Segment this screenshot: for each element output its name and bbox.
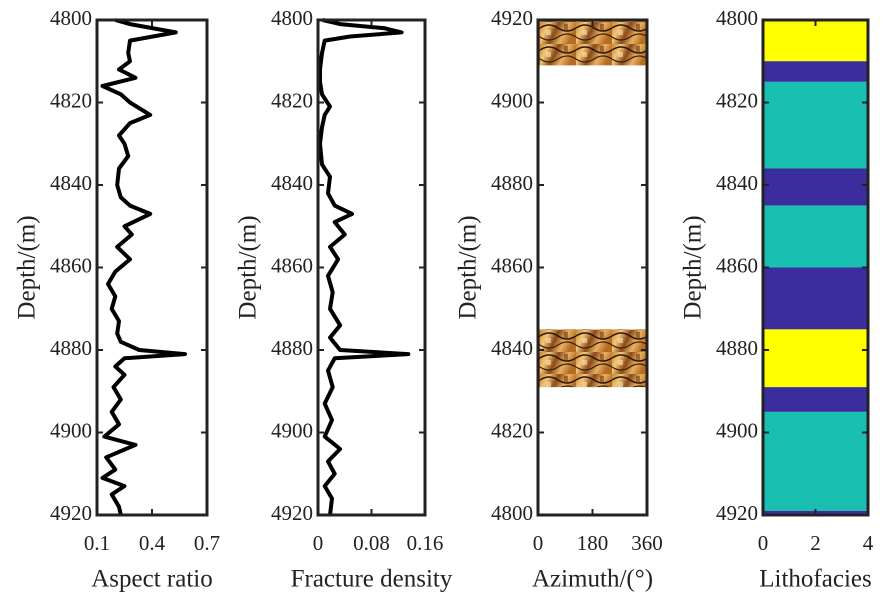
y-tick-label: 4860 bbox=[50, 253, 92, 277]
x-tick-label: 0 bbox=[313, 531, 324, 555]
axes-frame bbox=[538, 20, 647, 515]
y-axis-label: Depth/(m) bbox=[455, 215, 482, 319]
x-tick-label: 0 bbox=[533, 531, 544, 555]
facies-band bbox=[763, 329, 868, 387]
facies-band bbox=[763, 387, 868, 412]
x-tick-label: 4 bbox=[863, 531, 874, 555]
facies-band bbox=[763, 20, 868, 61]
y-tick-label: 4800 bbox=[50, 6, 92, 30]
y-tick-label: 4900 bbox=[271, 418, 313, 442]
y-tick-label: 4900 bbox=[716, 418, 758, 442]
y-tick-label: 4820 bbox=[716, 88, 758, 112]
y-axis-label: Depth/(m) bbox=[680, 215, 707, 319]
y-tick-label: 4880 bbox=[50, 336, 92, 360]
facies-band bbox=[763, 412, 868, 511]
y-tick-label: 4860 bbox=[716, 253, 758, 277]
y-tick-label: 4880 bbox=[271, 336, 313, 360]
x-tick-label: 0.7 bbox=[194, 531, 220, 555]
y-tick-label: 4860 bbox=[491, 253, 533, 277]
y-tick-label: 4920 bbox=[491, 6, 533, 30]
y-tick-label: 4880 bbox=[716, 336, 758, 360]
image-band bbox=[538, 20, 647, 65]
y-axis-label: Depth/(m) bbox=[235, 215, 262, 319]
facies-band bbox=[763, 206, 868, 268]
panel: 4800 4820 4840 4860 4880 4900 4920 0.1 0.4 0.7 Asp… bbox=[14, 6, 220, 593]
y-tick-label: 4900 bbox=[50, 418, 92, 442]
y-tick-label: 4820 bbox=[271, 88, 313, 112]
y-tick-label: 4860 bbox=[271, 253, 313, 277]
y-tick-label: 4920 bbox=[716, 501, 758, 525]
log-curve bbox=[103, 20, 186, 515]
x-tick-label: 2 bbox=[810, 531, 821, 555]
x-tick-label: 0.1 bbox=[84, 531, 110, 555]
y-tick-label: 4820 bbox=[50, 88, 92, 112]
panel: 4800 4820 4840 4860 4880 4900 4920 0 180 360 Azimu… bbox=[455, 6, 663, 593]
figure: 4800 4820 4840 4860 4880 4900 4920 0.1 0.4 0.7 Asp… bbox=[0, 0, 883, 597]
y-tick-label: 4840 bbox=[271, 171, 313, 195]
y-tick-label: 4840 bbox=[50, 171, 92, 195]
facies-band bbox=[763, 61, 868, 82]
image-band bbox=[538, 329, 647, 387]
x-axis-label: Fracture density bbox=[291, 566, 453, 593]
x-axis-label: Azimuth/(°) bbox=[532, 566, 653, 593]
y-tick-label: 4880 bbox=[491, 171, 533, 195]
facies-band bbox=[763, 169, 868, 206]
x-tick-label: 180 bbox=[577, 531, 609, 555]
x-axis-label: Lithofacies bbox=[759, 566, 871, 593]
y-tick-label: 4800 bbox=[271, 6, 313, 30]
y-tick-label: 4840 bbox=[491, 336, 533, 360]
x-tick-label: 0.16 bbox=[407, 531, 444, 555]
y-axis-label: Depth/(m) bbox=[14, 215, 41, 319]
log-curve bbox=[320, 20, 408, 515]
y-tick-label: 4900 bbox=[491, 88, 533, 112]
y-tick-label: 4920 bbox=[50, 501, 92, 525]
y-tick-label: 4920 bbox=[271, 501, 313, 525]
x-tick-label: 0.4 bbox=[139, 531, 166, 555]
y-tick-label: 4840 bbox=[716, 171, 758, 195]
y-tick-label: 4800 bbox=[491, 501, 533, 525]
facies-band bbox=[763, 82, 868, 169]
x-tick-label: 0.08 bbox=[353, 531, 390, 555]
y-tick-label: 4800 bbox=[716, 6, 758, 30]
y-tick-label: 4820 bbox=[491, 418, 533, 442]
x-tick-label: 0 bbox=[758, 531, 769, 555]
facies-band bbox=[763, 268, 868, 330]
x-tick-label: 360 bbox=[631, 531, 663, 555]
x-axis-label: Aspect ratio bbox=[91, 566, 212, 593]
